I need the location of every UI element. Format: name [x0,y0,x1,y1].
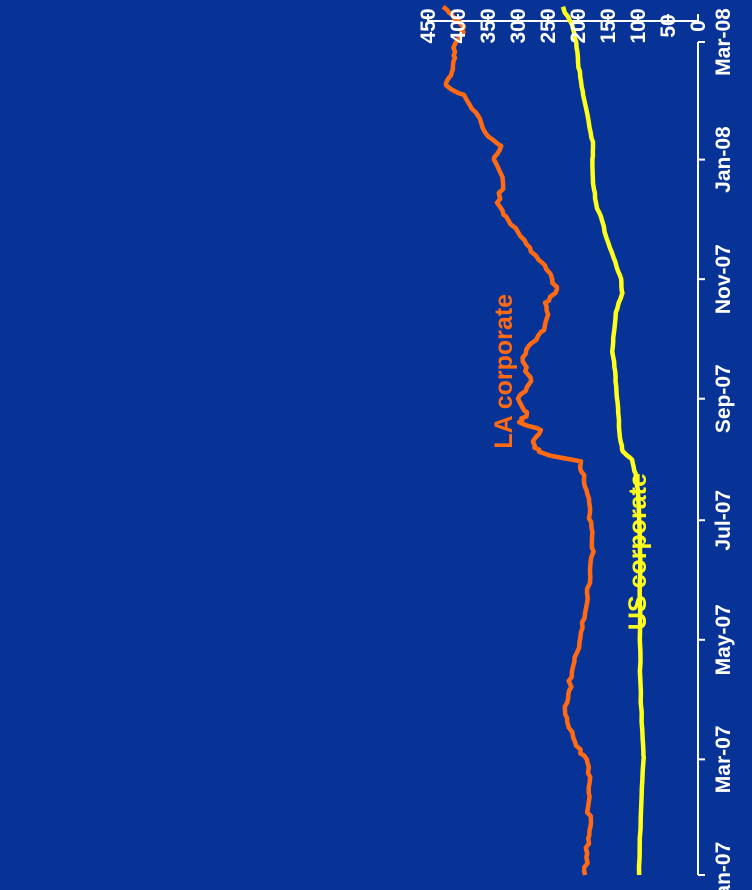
time-tick-label: Jan-07 [712,842,735,890]
time-tick-label: Mar-07 [712,726,735,794]
value-tick-label: 50 [657,14,680,37]
value-tick-label: 400 [447,8,470,43]
time-tick-label: Jul-07 [712,490,735,551]
value-tick-label: 200 [567,8,590,43]
labels-layer: 0 50 100 150 200 250 300 350 400 450 Jan-07 Mar-07 M… [417,8,735,890]
series-label: LA corporate [490,294,518,449]
value-tick-label: 250 [537,8,560,43]
value-tick-label: 450 [417,8,440,43]
series-layer [441,4,647,876]
value-tick-label: 100 [627,8,650,43]
series-label: US corporate [624,473,652,630]
value-tick-label: 150 [597,8,620,43]
series-line-la-corporate [441,4,596,876]
time-tick-label: Mar-08 [712,8,735,76]
time-tick-label: May-07 [712,604,735,675]
value-tick-label: 0 [687,20,710,32]
series-line-us-corporate [560,6,647,876]
time-tick-label: Jan-08 [712,126,735,193]
value-tick-label: 300 [507,8,530,43]
time-tick-label: Nov-07 [712,244,735,314]
axes [427,14,705,876]
value-tick-label: 350 [477,8,500,43]
time-tick-label: Sep-07 [712,364,735,433]
